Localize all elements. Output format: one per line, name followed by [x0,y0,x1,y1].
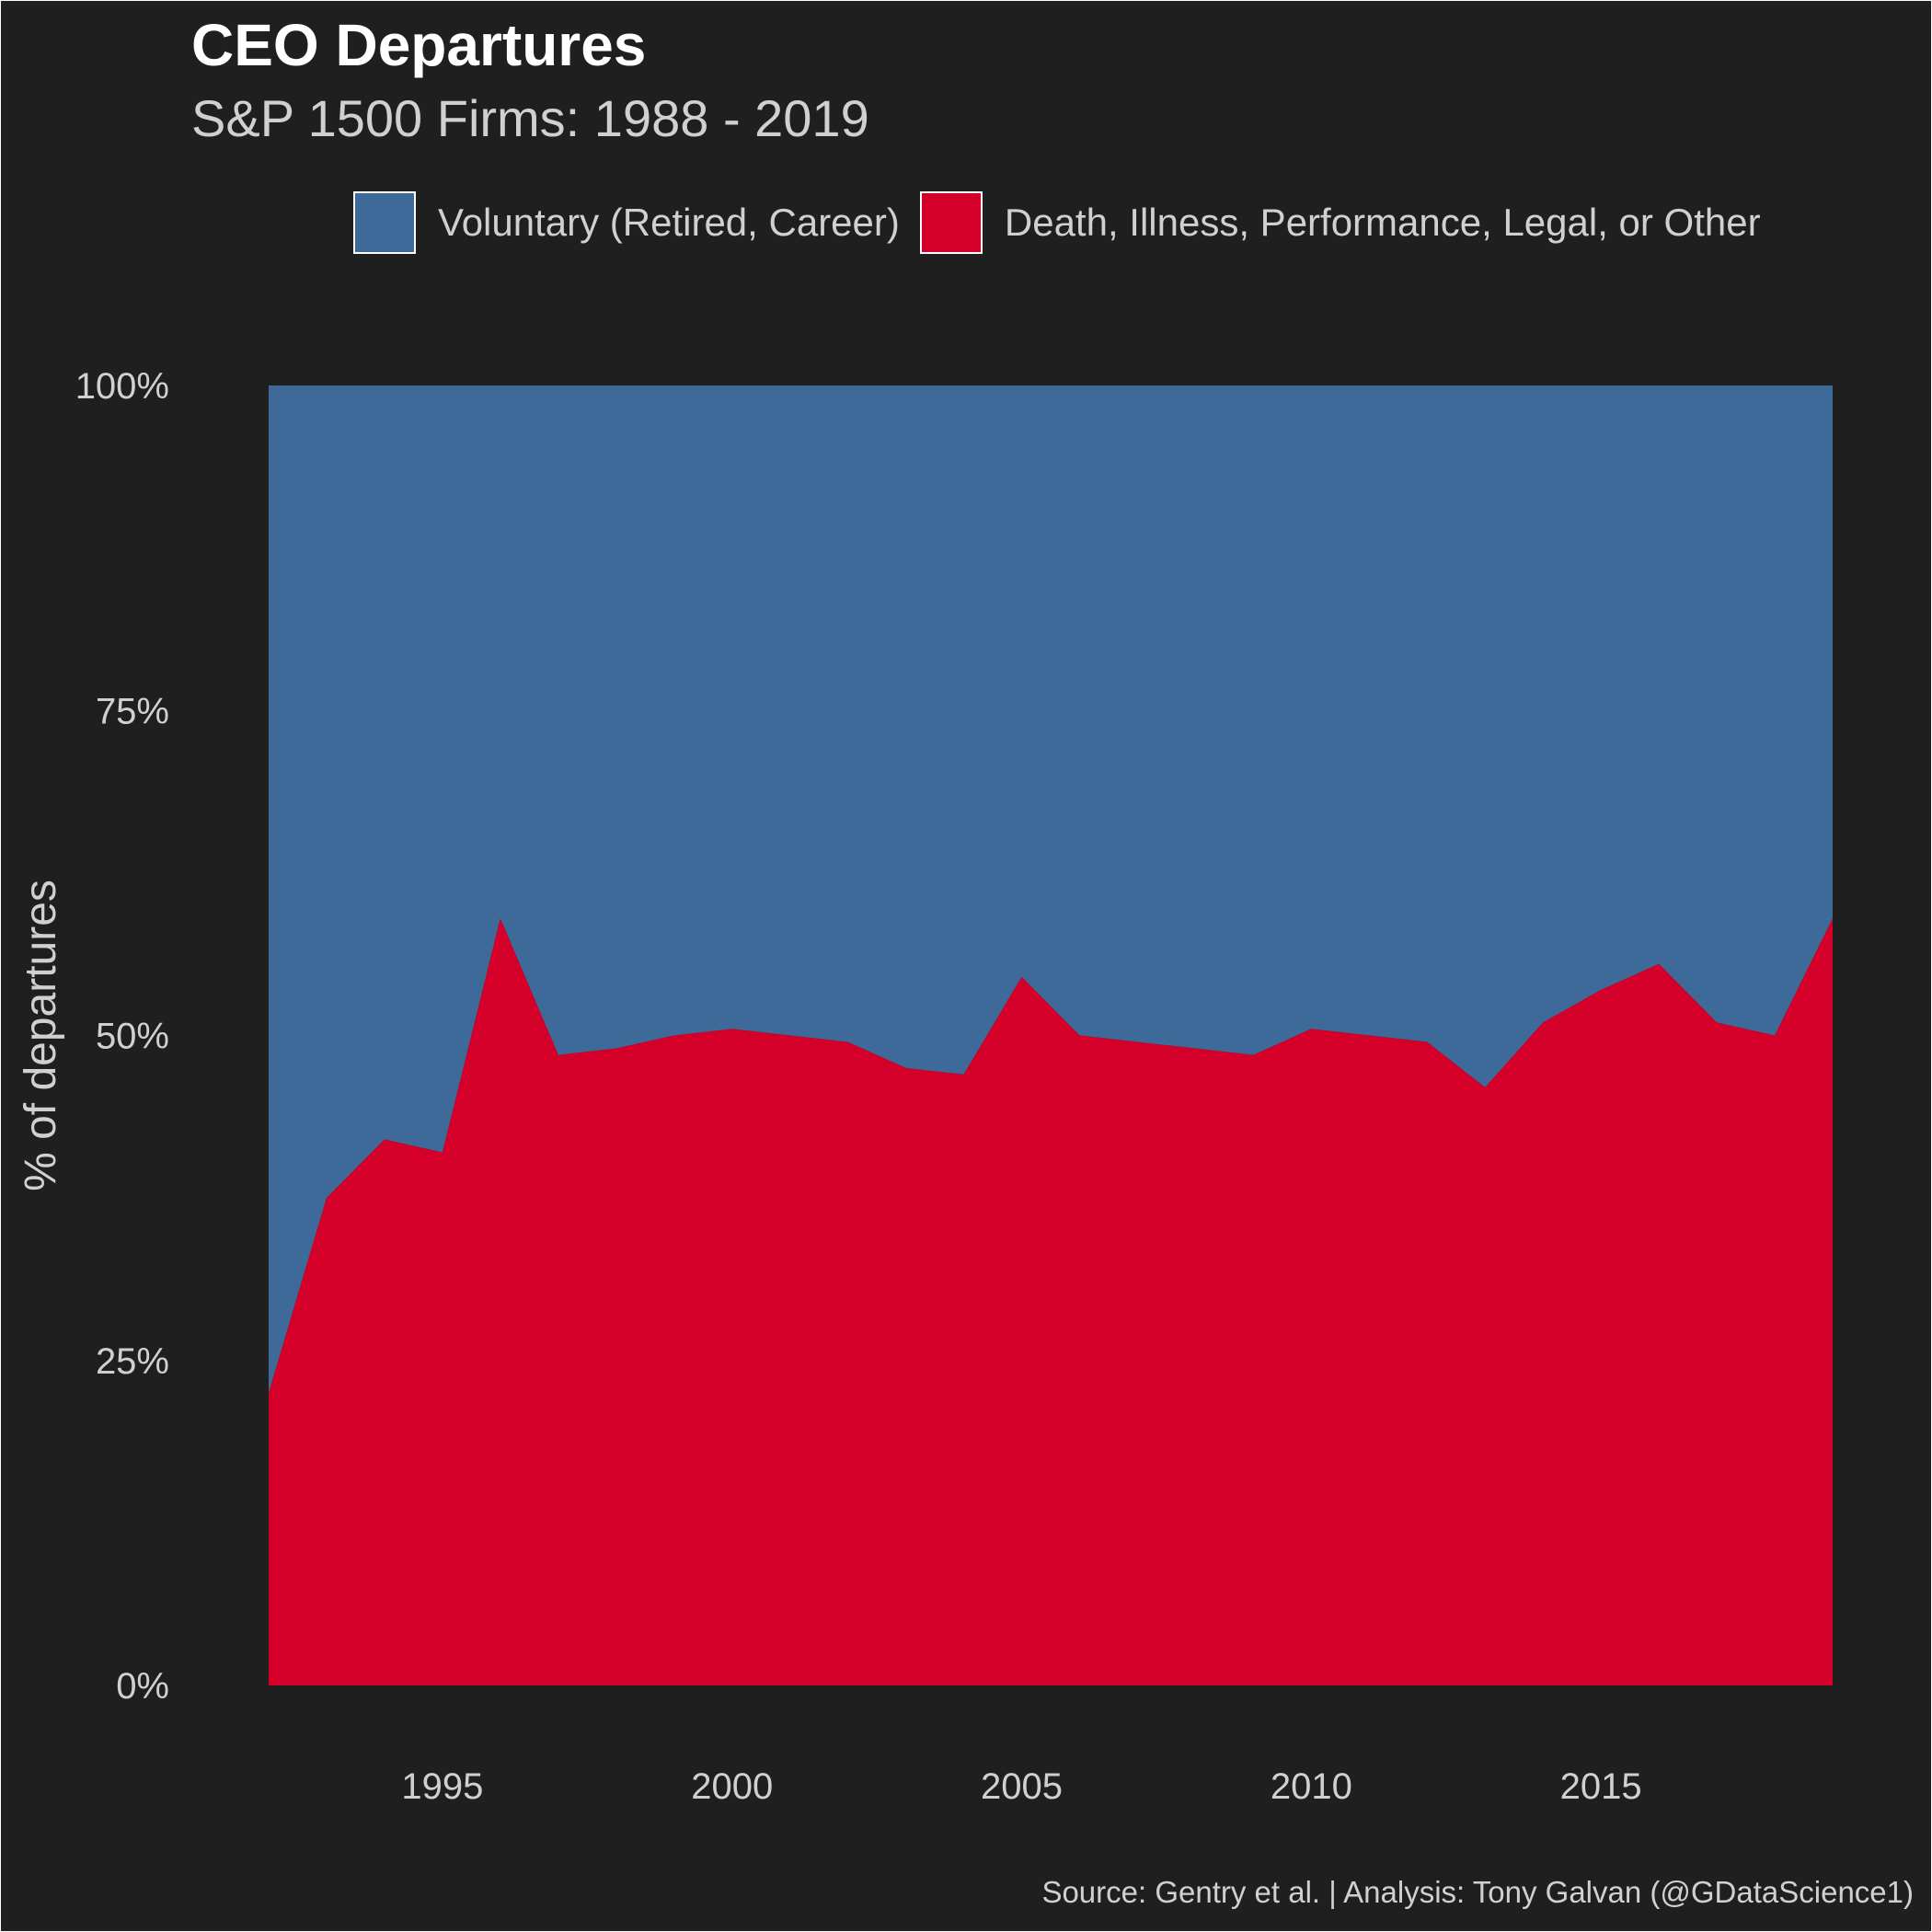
y-tick-label: 0% [116,1666,169,1707]
chart-subtitle: S&P 1500 Firms: 1988 - 2019 [191,89,869,147]
y-tick-label: 50% [96,1017,169,1057]
area-series-voluntary [269,385,1833,1394]
legend-item-involuntary: Death, Illness, Performance, Legal, or O… [919,191,1761,254]
area-series-involuntary [269,918,1833,1685]
y-tick-label: 25% [96,1341,169,1382]
legend-label-involuntary: Death, Illness, Performance, Legal, or O… [1004,201,1761,244]
chart-title: CEO Departures [191,12,647,78]
y-tick-label: 100% [75,366,169,407]
legend-swatch-voluntary [353,191,416,254]
legend-label-voluntary: Voluntary (Retired, Career) [438,201,900,244]
x-tick-label: 2000 [691,1766,773,1807]
x-tick-label: 2015 [1560,1766,1642,1807]
legend-item-voluntary: Voluntary (Retired, Career) [353,191,900,254]
y-tick-label: 75% [96,691,169,731]
y-axis-title: % of departures [17,880,65,1191]
legend: Voluntary (Retired, Career) Death, Illne… [353,191,1781,254]
source-caption: Source: Gentry et al. | Analysis: Tony G… [1041,1875,1914,1909]
x-tick-label: 1995 [401,1766,483,1807]
legend-swatch-involuntary [919,191,983,254]
x-tick-label: 2005 [981,1766,1063,1807]
x-tick-label: 2010 [1271,1766,1352,1807]
